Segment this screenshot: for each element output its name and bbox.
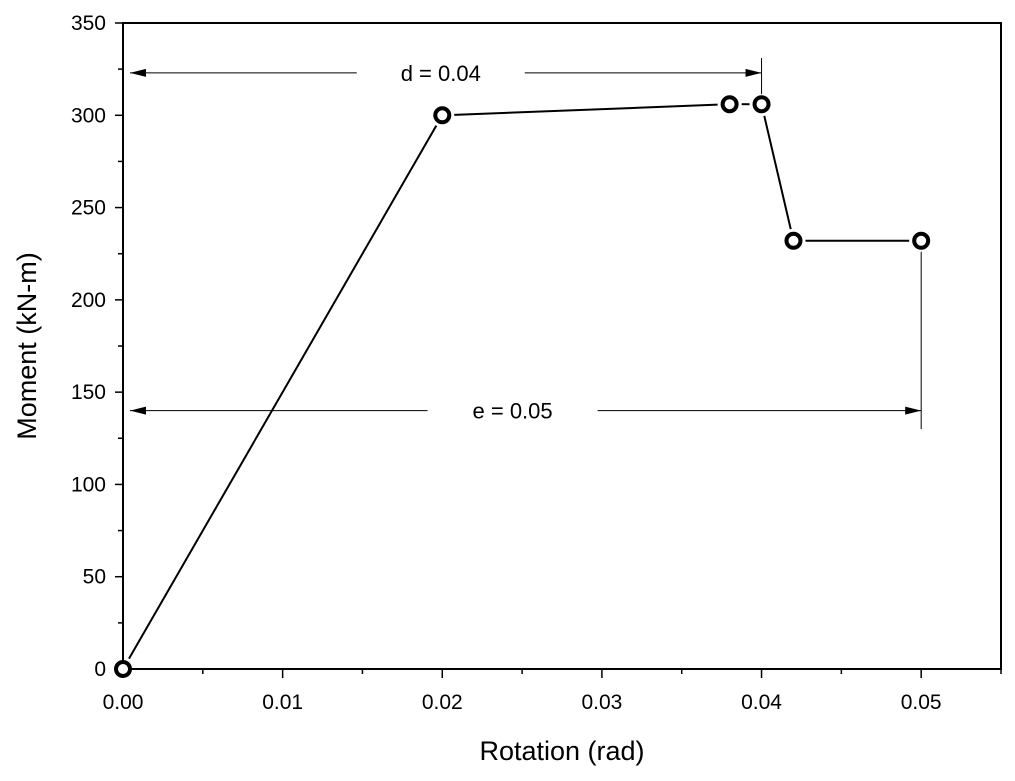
arrowhead-left [130, 406, 146, 415]
arrowhead-right [745, 68, 762, 77]
data-point-marker [784, 231, 803, 250]
y-tick-label: 0 [94, 658, 106, 681]
x-tick-label: 0.00 [103, 691, 144, 714]
x-tick-label: 0.03 [581, 691, 622, 714]
annotation-label: d = 0.04 [401, 61, 481, 86]
y-tick-label: 250 [71, 197, 106, 220]
x-tick-label: 0.02 [422, 691, 463, 714]
y-tick-label: 200 [71, 289, 106, 312]
arrowhead-left [130, 68, 146, 77]
y-tick-label: 300 [71, 104, 106, 127]
series-line-segment [128, 125, 438, 660]
series-line-segment [763, 115, 792, 230]
data-point-marker [720, 95, 739, 114]
dimension-annotation: d = 0.04 [130, 61, 762, 86]
series-line-segment [454, 103, 718, 116]
y-tick-label: 100 [71, 473, 106, 496]
y-axis-title: Moment (kN-m) [12, 252, 42, 440]
x-tick-label: 0.04 [741, 691, 782, 714]
x-tick-label: 0.05 [901, 691, 942, 714]
data-point-marker [114, 660, 132, 678]
x-axis-title: Rotation (rad) [479, 736, 644, 766]
y-tick-label: 150 [71, 381, 106, 404]
y-tick-label: 50 [83, 566, 106, 589]
y-tick-label: 350 [71, 12, 106, 35]
data-point-marker [912, 231, 931, 250]
dimension-annotation: e = 0.05 [130, 399, 922, 424]
plot-area-frame [122, 22, 1002, 670]
data-point-marker [433, 106, 452, 125]
annotation-label: e = 0.05 [473, 399, 553, 424]
arrowhead-right [905, 406, 922, 415]
data-point-marker [752, 95, 771, 114]
x-tick-label: 0.01 [262, 691, 303, 714]
